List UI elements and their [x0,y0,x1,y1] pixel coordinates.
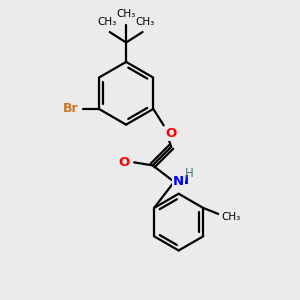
Text: N: N [173,176,184,188]
Text: H: H [185,167,194,180]
Text: Br: Br [63,102,79,116]
Text: CH₃: CH₃ [135,17,154,27]
Text: CH₃: CH₃ [222,212,241,222]
Text: CH₃: CH₃ [116,9,136,19]
Text: N: N [178,174,189,187]
Text: CH₃: CH₃ [98,17,117,27]
Text: O: O [118,156,130,169]
Text: O: O [165,127,176,140]
